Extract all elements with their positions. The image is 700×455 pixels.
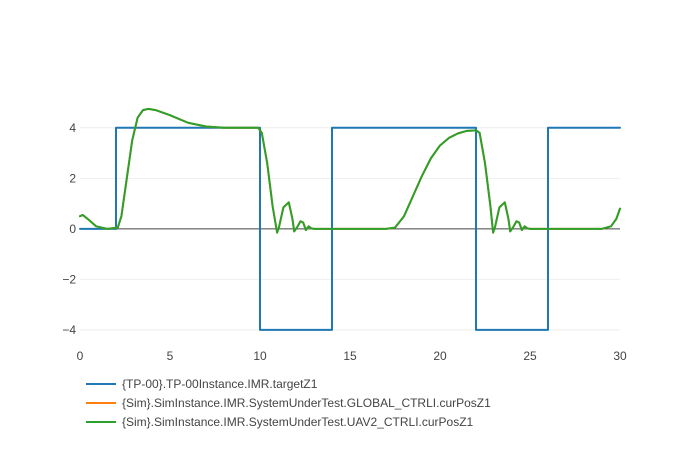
legend-label: {TP-00}.TP-00Instance.IMR.targetZ1: [122, 377, 318, 391]
x-tick-label: 15: [343, 349, 357, 363]
legend-item[interactable]: {TP-00}.TP-00Instance.IMR.targetZ1: [86, 377, 318, 391]
legend-label: {Sim}.SimInstance.IMR.SystemUnderTest.GL…: [122, 396, 491, 410]
x-tick-label: 25: [523, 349, 537, 363]
x-tick-label: 0: [77, 349, 84, 363]
legend: {TP-00}.TP-00Instance.IMR.targetZ1 {Sim}.…: [86, 377, 491, 429]
x-tick-label: 10: [253, 349, 267, 363]
x-tick-label: 30: [613, 349, 627, 363]
x-tick-label: 5: [167, 349, 174, 363]
y-tick-label: −4: [62, 323, 76, 337]
y-tick-label: −2: [62, 272, 76, 286]
y-tick-label: 0: [69, 222, 76, 236]
series-line-3: [79, 107, 621, 234]
axes: −4 −2 0 2 4 0 5 10 15 20 25 30: [62, 121, 627, 363]
x-tick-label: 20: [433, 349, 447, 363]
legend-label: {Sim}.SimInstance.IMR.SystemUnderTest.UA…: [122, 415, 474, 429]
legend-item[interactable]: {Sim}.SimInstance.IMR.SystemUnderTest.GL…: [86, 396, 491, 410]
y-tick-label: 2: [69, 171, 76, 185]
plot-area: [79, 107, 621, 331]
legend-item[interactable]: {Sim}.SimInstance.IMR.SystemUnderTest.UA…: [86, 415, 474, 429]
y-tick-label: 4: [69, 121, 76, 135]
